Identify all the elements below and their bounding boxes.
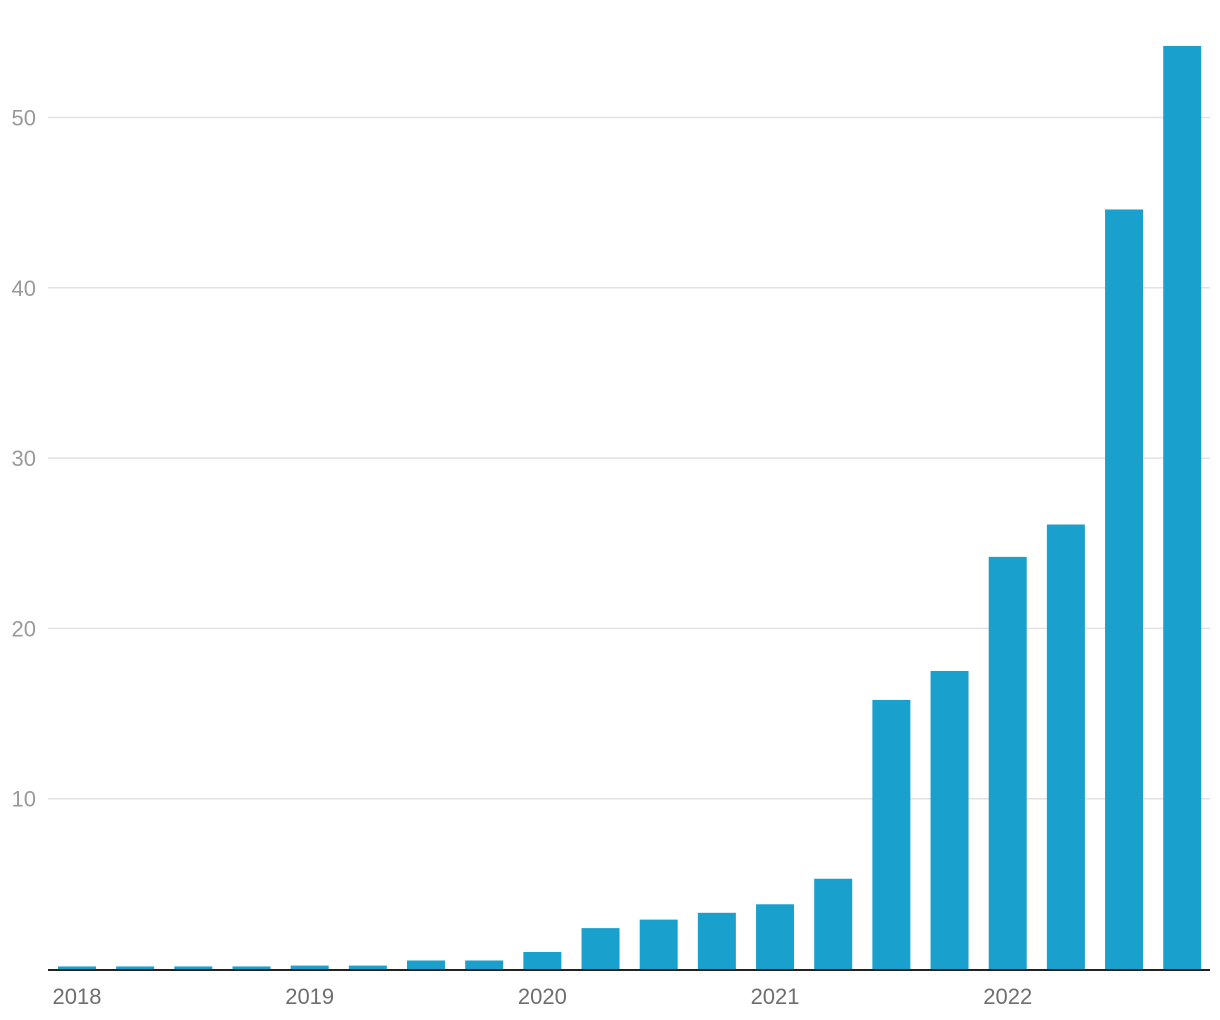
y-tick-label: 30 bbox=[12, 446, 36, 471]
bar bbox=[756, 904, 795, 969]
bar bbox=[1163, 45, 1202, 969]
y-axis-ticks: 10 20 30 40 50 bbox=[12, 106, 36, 812]
x-tick-label: 2020 bbox=[518, 984, 567, 1009]
bar bbox=[1105, 209, 1144, 969]
bar bbox=[872, 699, 911, 969]
x-axis-ticks: 2018 2019 2020 2021 2022 bbox=[53, 984, 1033, 1009]
bar bbox=[814, 878, 853, 969]
bars bbox=[58, 45, 1202, 969]
bar bbox=[465, 960, 504, 969]
y-tick-label: 10 bbox=[12, 787, 36, 812]
bar bbox=[523, 951, 562, 969]
bar bbox=[348, 965, 387, 969]
y-tick-label: 50 bbox=[12, 106, 36, 131]
bar bbox=[1046, 524, 1085, 969]
x-tick-label: 2022 bbox=[983, 984, 1032, 1009]
bar bbox=[174, 966, 213, 969]
bar bbox=[930, 670, 969, 969]
bar bbox=[639, 919, 678, 969]
bar bbox=[581, 928, 620, 969]
bar bbox=[116, 966, 155, 969]
y-tick-label: 40 bbox=[12, 276, 36, 301]
x-tick-label: 2021 bbox=[751, 984, 800, 1009]
bar bbox=[232, 966, 271, 969]
bar bbox=[988, 556, 1027, 969]
x-tick-label: 2019 bbox=[285, 984, 334, 1009]
bar bbox=[407, 960, 446, 969]
gridlines bbox=[48, 116, 1210, 800]
bar bbox=[290, 965, 329, 969]
bar bbox=[697, 912, 736, 969]
x-tick-label: 2018 bbox=[53, 984, 102, 1009]
y-tick-label: 20 bbox=[12, 616, 36, 641]
bar bbox=[58, 966, 96, 969]
